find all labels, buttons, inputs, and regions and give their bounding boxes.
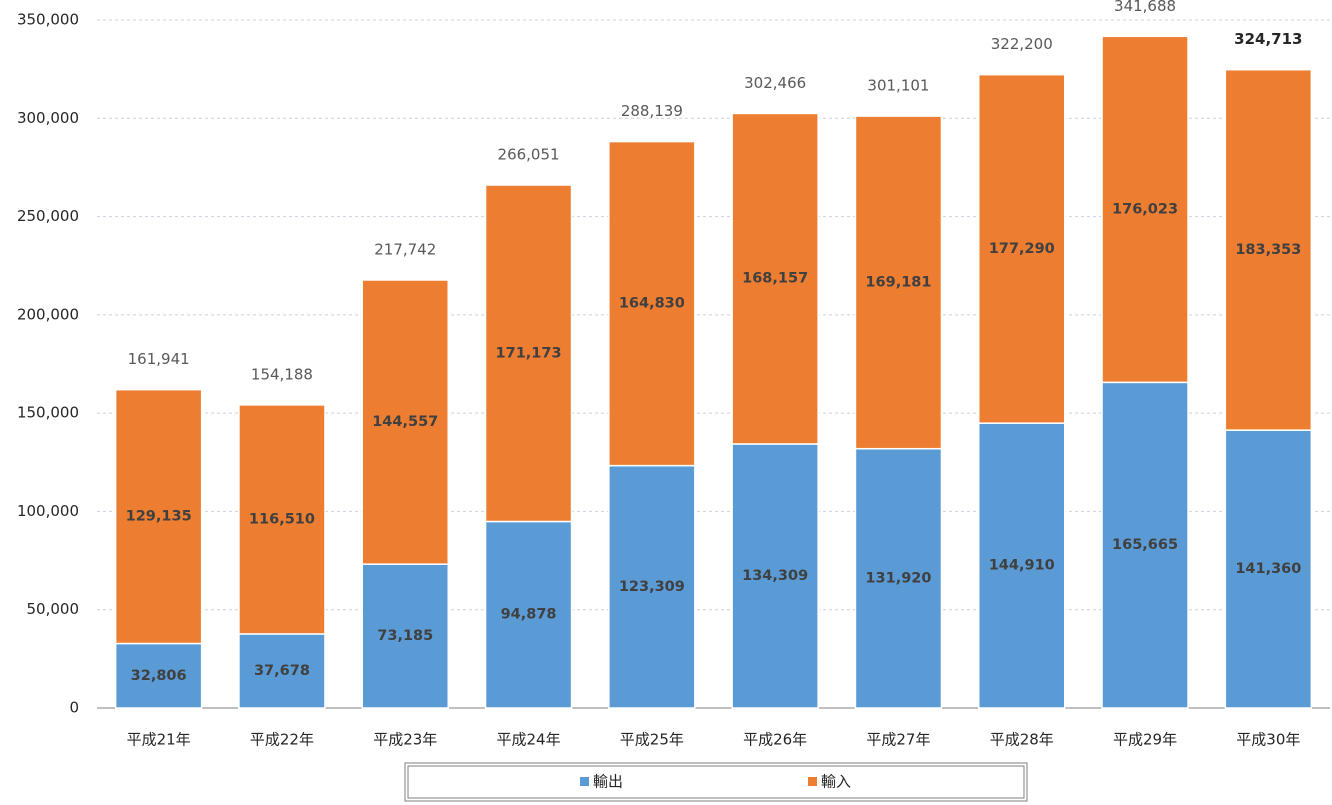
legend-label: 輸出 <box>593 773 623 791</box>
x-tick-label: 平成23年 <box>373 731 437 749</box>
bar-segment <box>1224 68 1313 431</box>
data-label: 131,920 <box>865 570 931 586</box>
y-tick-label: 200,000 <box>17 305 79 323</box>
y-tick-label: 0 <box>69 699 79 717</box>
legend-box-inner <box>407 765 1025 799</box>
x-tick-label: 平成24年 <box>497 731 561 749</box>
legend-swatch <box>580 777 589 786</box>
bar-segment <box>731 443 819 709</box>
data-label: 129,135 <box>126 509 192 525</box>
total-label: 322,200 <box>991 35 1053 53</box>
bar-segment <box>608 140 696 467</box>
legend-swatch <box>808 777 817 786</box>
bar-segment <box>854 447 943 709</box>
bar-segment <box>1101 35 1189 384</box>
total-label: 154,188 <box>251 365 313 383</box>
legend-box <box>404 762 1028 802</box>
bar-segment <box>608 464 696 709</box>
bar-segment <box>238 633 326 709</box>
total-label: 217,742 <box>374 240 436 258</box>
data-label: 144,910 <box>989 558 1055 574</box>
total-label: 288,139 <box>621 102 683 120</box>
bar-segment <box>854 115 943 450</box>
legend-label: 輸入 <box>821 773 851 791</box>
data-label: 168,157 <box>742 271 808 287</box>
bar-segment <box>1101 381 1189 709</box>
data-label: 169,181 <box>865 274 931 290</box>
data-label: 171,173 <box>496 345 562 361</box>
bar-segment <box>238 404 326 635</box>
data-label: 116,510 <box>249 511 315 527</box>
data-label: 176,023 <box>1112 201 1178 217</box>
x-tick-label: 平成29年 <box>1113 731 1177 749</box>
x-tick-label: 平成26年 <box>743 731 807 749</box>
x-tick-label: 平成25年 <box>620 731 684 749</box>
data-label: 94,878 <box>501 607 557 623</box>
bar-segment <box>361 279 449 565</box>
data-label: 123,309 <box>619 579 685 595</box>
data-label: 32,806 <box>131 668 187 684</box>
bar-segment <box>114 642 203 709</box>
data-label: 37,678 <box>254 663 310 679</box>
total-label: 266,051 <box>498 146 560 164</box>
x-tick-label: 平成22年 <box>250 731 314 749</box>
bar-segment <box>731 112 819 445</box>
x-tick-label: 平成21年 <box>127 731 191 749</box>
total-label: 341,688 <box>1114 0 1176 15</box>
y-tick-label: 100,000 <box>17 502 79 520</box>
data-label: 183,353 <box>1235 242 1301 258</box>
y-tick-label: 250,000 <box>17 207 79 225</box>
y-tick-label: 300,000 <box>17 109 79 127</box>
bar-segment <box>978 73 1066 424</box>
x-tick-label: 平成27年 <box>866 731 930 749</box>
y-tick-label: 350,000 <box>17 11 79 29</box>
bar-segment <box>484 184 573 523</box>
data-label: 165,665 <box>1112 537 1178 553</box>
data-label: 141,360 <box>1235 561 1301 577</box>
bar-segment <box>484 520 573 709</box>
x-tick-label: 平成28年 <box>990 731 1054 749</box>
data-label: 144,557 <box>372 414 438 430</box>
total-label: 301,101 <box>867 77 929 95</box>
total-label: 302,466 <box>744 74 806 92</box>
data-label: 134,309 <box>742 568 808 584</box>
data-label: 164,830 <box>619 296 685 312</box>
bar-segment <box>114 388 203 645</box>
data-label: 73,185 <box>377 628 433 644</box>
total-label: 324,713 <box>1234 30 1302 48</box>
x-tick-label: 平成30年 <box>1236 731 1300 749</box>
data-label: 177,290 <box>989 241 1055 257</box>
bar-segment <box>361 563 449 709</box>
y-tick-label: 50,000 <box>27 600 80 618</box>
total-label: 161,941 <box>128 350 190 368</box>
y-tick-label: 150,000 <box>17 404 79 422</box>
